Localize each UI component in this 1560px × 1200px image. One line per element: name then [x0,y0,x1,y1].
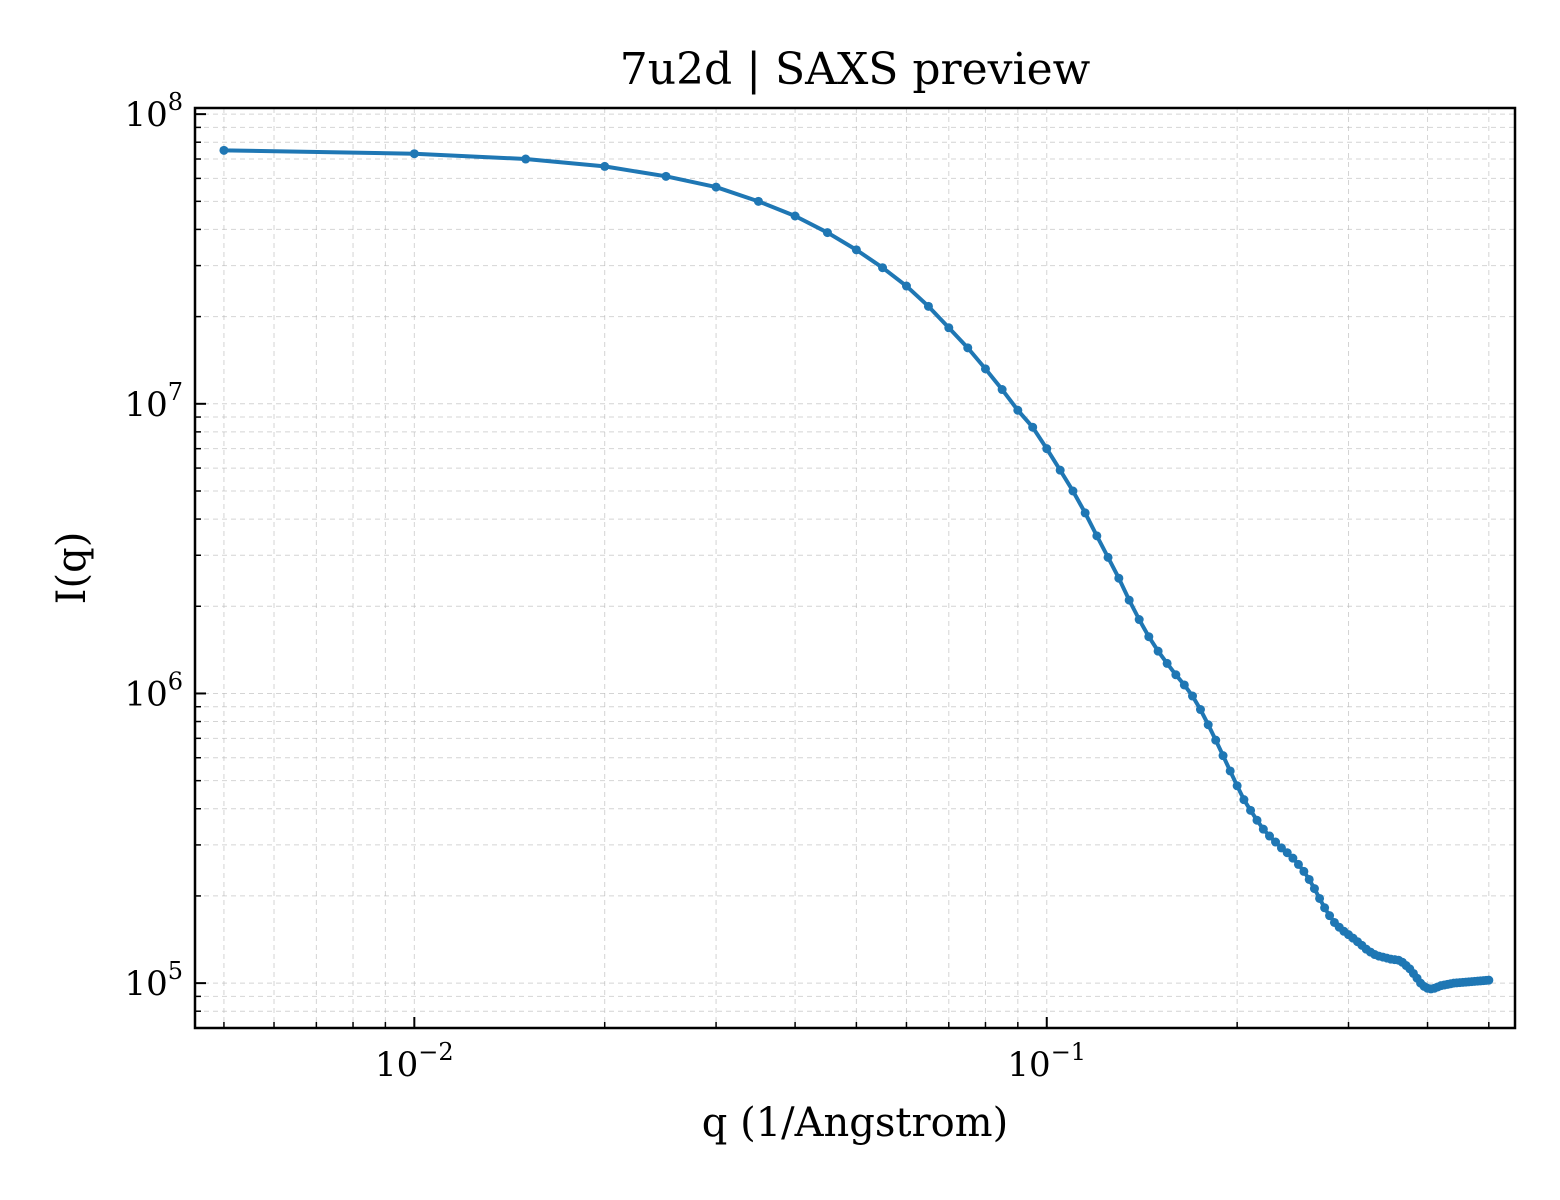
y-tick-label: 107 [124,378,183,425]
data-point [1288,853,1298,863]
data-point [1134,615,1144,625]
plot-frame [193,106,1517,1030]
data-point [1258,824,1268,834]
data-point [1153,646,1163,656]
data-point [1299,866,1309,876]
data-point [1218,751,1228,761]
data-point [1042,444,1052,454]
data-point [963,343,973,353]
data-point [944,323,954,333]
data-point [219,145,229,155]
data-point [1239,795,1249,805]
data-point [1092,531,1102,541]
y-tick-label: 108 [124,88,183,135]
minor-ticks [195,126,1490,1029]
data-point [1080,508,1090,518]
data-point [521,154,531,164]
data-point [1144,632,1154,642]
data-point [1282,848,1292,858]
data-point [980,364,990,374]
data-point [1124,595,1134,605]
y-tick-label: 105 [124,957,183,1004]
data-point [790,211,800,221]
data-point [1246,805,1256,815]
data-point [1265,831,1274,841]
data-point [1320,903,1330,913]
data-point [409,149,419,159]
data-point [1211,735,1221,745]
data-point [1484,975,1494,985]
major-ticks [195,113,1048,1028]
data-point [1225,766,1235,776]
data-point [753,196,763,206]
data-point [1315,893,1325,903]
data-point [1293,859,1303,869]
data-point [1325,911,1335,921]
data-point [1304,874,1314,884]
data-point [1252,815,1262,825]
y-axis-label: I(q) [49,532,95,605]
data-point [661,171,671,181]
data-point [822,228,832,238]
grid [195,108,1515,1029]
data-point [1179,680,1189,690]
data-point [1195,705,1205,715]
data-point [901,281,911,291]
tick-labels: 10−2 10−1 105 106 107 108 [124,88,1086,1085]
data-point [997,385,1007,395]
series-layer [219,145,1494,994]
data-point [1171,670,1181,680]
data-point [1114,573,1124,583]
data-point [1203,720,1213,730]
data-point [1309,884,1319,894]
chart-title: 7u2d | SAXS preview [620,44,1091,95]
data-point [1188,691,1198,701]
data-point [1055,465,1065,475]
data-point [1162,658,1172,668]
y-tick-label: 106 [124,667,183,714]
data-point [711,182,721,192]
x-tick-label: 10−1 [1007,1038,1086,1085]
data-point [1232,781,1242,791]
x-tick-label: 10−2 [375,1038,454,1085]
data-point [851,245,861,255]
data-point [878,263,888,273]
data-point [600,161,610,171]
data-point [923,301,933,311]
data-point [1271,837,1281,847]
data-point [1103,552,1113,562]
data-point [1068,486,1078,496]
data-point [1028,422,1038,432]
data-point [1013,405,1023,415]
x-axis-label: q (1/Angstrom) [702,1100,1008,1146]
